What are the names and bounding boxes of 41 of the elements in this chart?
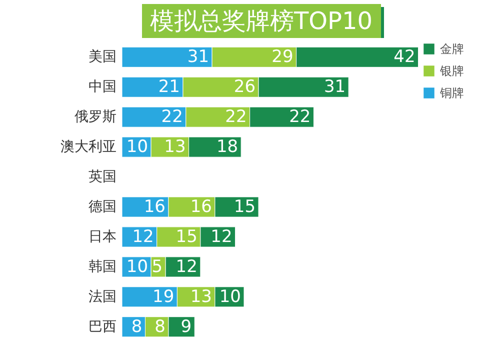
y-tick-label: 日本 [88,228,116,245]
data-label: 10 [219,286,242,307]
data-label: 29 [272,47,294,68]
data-label: 10 [126,256,148,277]
data-label: 31 [324,77,346,98]
data-label: 31 [187,47,210,68]
data-label: 13 [190,286,212,307]
data-label: 22 [289,107,311,128]
data-label: 18 [216,137,238,158]
data-label: 10 [126,137,148,158]
y-tick-label: 法国 [88,288,116,305]
data-label: 8 [131,316,142,337]
data-label: 15 [176,226,198,247]
data-label: 5 [152,256,163,277]
chart-title: 模拟总奖牌榜TOP10 [142,4,381,38]
data-label: 16 [144,196,166,217]
y-tick-label: 中国 [88,79,116,96]
data-label: 12 [210,226,232,247]
data-label: 22 [161,107,183,128]
y-tick-label: 韩国 [88,258,116,275]
legend-label: 金牌 [440,42,464,56]
y-tick-label: 德国 [88,198,116,215]
data-label: 22 [225,107,247,128]
legend-label: 铜牌 [439,86,464,100]
y-tick-label: 澳大利亚 [60,139,116,156]
data-label: 16 [190,196,212,217]
data-label: 8 [154,316,166,337]
data-label: 21 [158,77,180,98]
y-tick-label: 英国 [88,169,116,186]
data-label: 13 [164,137,186,158]
data-label: 15 [234,196,256,217]
y-tick-label: 巴西 [88,318,116,335]
data-label: 42 [394,47,416,68]
data-label: 19 [152,286,174,307]
legend-label: 银牌 [439,64,464,78]
data-label: 12 [132,226,154,247]
data-label: 26 [234,77,256,98]
y-tick-label: 俄罗斯 [74,109,116,126]
data-label: 9 [180,316,192,337]
data-label: 12 [176,256,198,277]
y-tick-label: 美国 [88,49,116,66]
